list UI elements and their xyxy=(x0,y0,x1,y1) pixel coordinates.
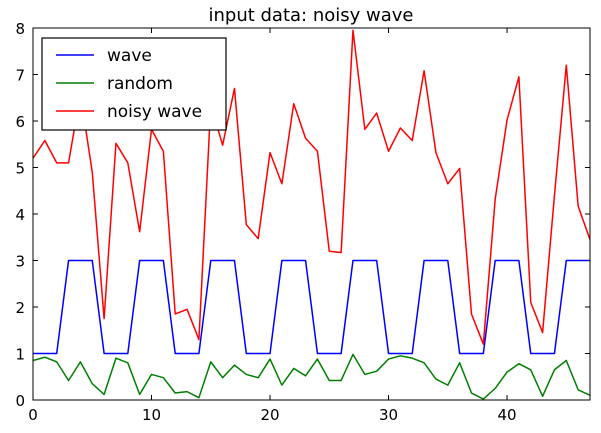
x-tick-label: 20 xyxy=(260,406,279,424)
y-tick-label: 4 xyxy=(15,206,25,224)
series-line-noisy-wave xyxy=(33,29,590,345)
legend: wave random noisy wave xyxy=(41,37,227,131)
legend-label-wave: wave xyxy=(107,46,152,66)
y-tick-label: 2 xyxy=(15,299,25,317)
series-line-random xyxy=(33,353,590,400)
tick-labels: 0 10 20 30 40 0 1 2 3 4 5 6 7 8 xyxy=(15,20,516,424)
legend-label-random: random xyxy=(107,74,173,94)
series-lines xyxy=(33,29,590,400)
y-tick-label: 3 xyxy=(15,253,25,271)
y-tick-label: 8 xyxy=(15,20,25,38)
legend-box xyxy=(41,37,227,131)
y-tick-label: 5 xyxy=(15,160,25,178)
plot-area-frame xyxy=(32,27,591,401)
legend-label-noisy-wave: noisy wave xyxy=(107,102,202,122)
x-tick-label: 10 xyxy=(142,406,161,424)
series-line-wave xyxy=(33,259,590,355)
y-tick-label: 0 xyxy=(15,392,25,410)
y-tick-label: 7 xyxy=(15,67,25,85)
x-tick-label: 0 xyxy=(28,406,38,424)
y-tick-label: 1 xyxy=(15,346,25,364)
x-tick-label: 30 xyxy=(379,406,398,424)
y-tick-label: 6 xyxy=(15,113,25,131)
x-tick-label: 40 xyxy=(497,406,516,424)
chart-title: input data: noisy wave xyxy=(208,5,413,26)
